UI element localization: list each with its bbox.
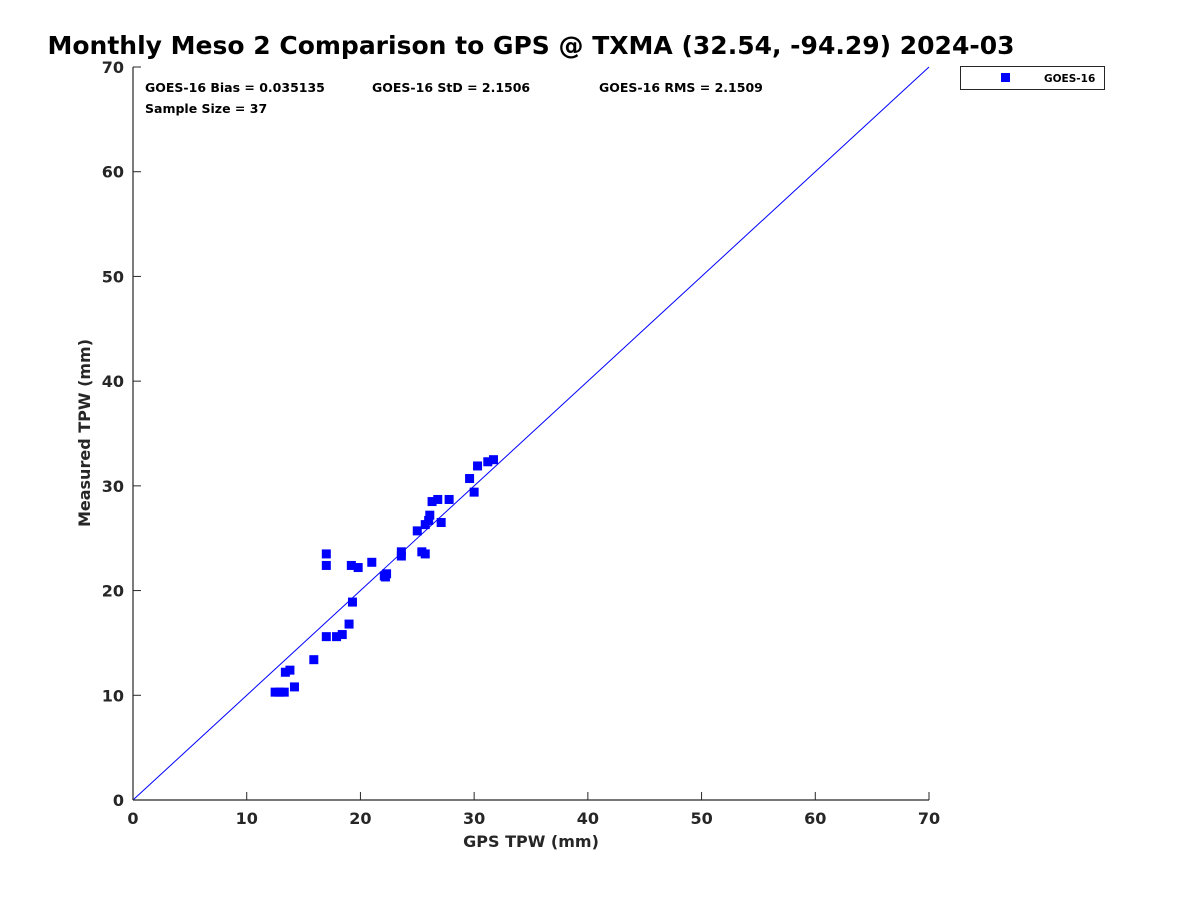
data-point [469,487,479,497]
data-point [321,560,331,570]
data-point [465,474,475,484]
one-to-one-reference-line [132,66,930,801]
data-point [321,549,331,559]
y-tick-label: 0 [113,791,124,810]
data-point [436,518,446,528]
x-tick-label: 70 [918,809,940,828]
y-tick-label: 60 [102,163,124,182]
legend-series-label: GOES-16 [1044,73,1095,85]
data-point [347,597,357,607]
data-point [353,563,363,573]
data-point [483,457,493,467]
data-point [488,455,498,465]
data-point [332,632,342,642]
bias-stat: GOES-16 Bias = 0.035135 [145,80,325,95]
sample-size-stat: Sample Size = 37 [145,101,267,116]
scatter-points [270,455,498,697]
data-point [285,665,295,675]
data-point [425,510,435,520]
y-tick-label: 70 [102,58,124,77]
data-point [427,497,437,507]
data-point [367,557,377,567]
data-point [444,494,454,504]
y-axis-label: Measured TPW (mm) [75,339,94,527]
data-point [309,655,319,665]
legend-square-marker-icon [1001,73,1010,82]
y-tick-label: 50 [102,267,124,286]
y-tick-label: 10 [102,686,124,705]
y-tick-label: 20 [102,582,124,601]
rms-stat: GOES-16 RMS = 2.1509 [599,80,763,95]
x-tick-label: 30 [463,809,485,828]
data-point [420,549,430,559]
x-axis-label: GPS TPW (mm) [463,832,599,851]
x-tick-label: 20 [349,809,371,828]
data-point [279,687,289,697]
std-stat: GOES-16 StD = 2.1506 [372,80,530,95]
data-point [280,667,290,677]
data-point [433,494,443,504]
data-point [337,630,347,640]
data-point [275,687,285,697]
data-point [289,682,299,692]
y-tick-label: 30 [102,477,124,496]
data-point [270,687,280,697]
data-point [412,526,422,536]
data-point [380,572,390,582]
x-axis-ticks: 0 10 20 30 40 50 60 70 [127,792,940,828]
data-point [473,461,483,471]
x-tick-label: 10 [236,809,258,828]
legend-box [960,66,1105,90]
y-tick-label: 40 [102,372,124,391]
data-point [344,619,354,629]
data-point [321,632,331,642]
chart-title: Monthly Meso 2 Comparison to GPS @ TXMA … [47,31,1014,60]
x-tick-label: 40 [577,809,599,828]
data-point [346,560,356,570]
x-tick-label: 0 [127,809,138,828]
y-axis-ticks: 0 10 20 30 40 50 60 70 [102,58,141,810]
legend: GOES-16 [960,66,1105,90]
data-point [424,515,434,525]
x-tick-label: 60 [804,809,826,828]
data-point [396,547,406,557]
x-tick-label: 50 [690,809,712,828]
